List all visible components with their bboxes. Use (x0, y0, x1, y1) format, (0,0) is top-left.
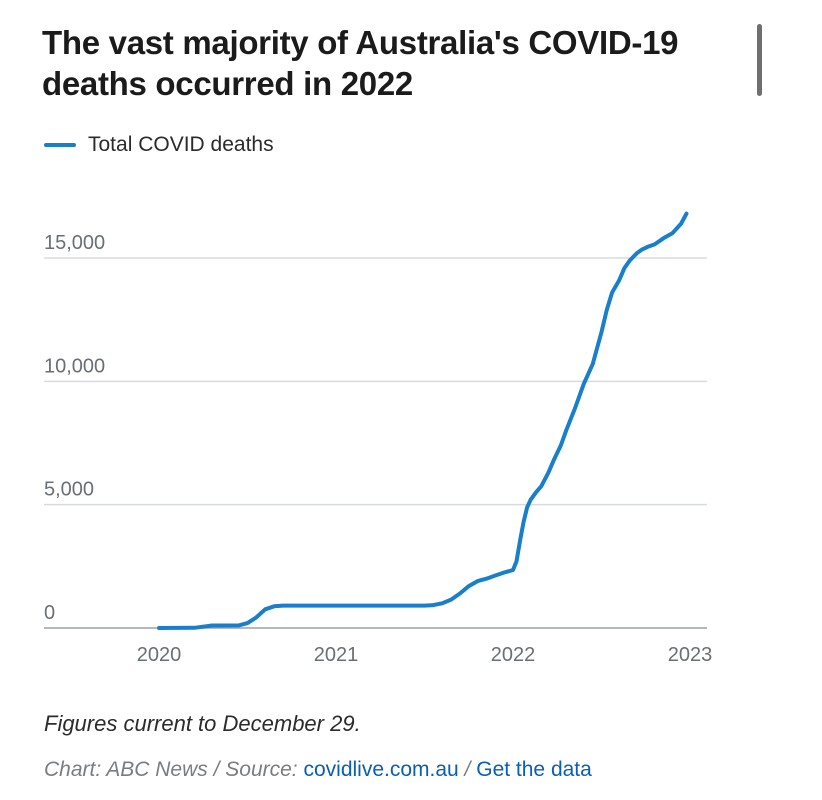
y-gridlines (44, 257, 707, 506)
source-link[interactable]: covidlive.com.au (303, 758, 459, 781)
x-tick-label: 2022 (491, 644, 536, 666)
chart-title: The vast majority of Australia's COVID-1… (42, 24, 679, 102)
legend-label: Total COVID deaths (88, 133, 274, 156)
line-chart: 0 5,000 10,000 15,000 2020 2021 2022 2023 (44, 211, 713, 666)
y-tick-label: 5,000 (44, 479, 94, 501)
legend-swatch (44, 143, 76, 147)
credit-line: Chart: ABC News / Source: covidlive.com.… (44, 758, 592, 782)
credit-separator: / (458, 758, 477, 781)
y-tick-label: 0 (44, 602, 55, 624)
figures-note: Figures current to December 29. (44, 711, 361, 736)
x-tick-labels: 2020 2021 2022 2023 (137, 644, 713, 666)
scrollbar[interactable] (757, 24, 762, 96)
x-tick-label: 2020 (137, 644, 182, 666)
credit-prefix: Chart: ABC News / Source: (44, 758, 304, 781)
y-tick-labels: 0 5,000 10,000 15,000 (44, 232, 105, 624)
get-the-data-link[interactable]: Get the data (476, 758, 592, 781)
series-line-total-covid-deaths (157, 211, 689, 630)
x-tick-label: 2021 (314, 644, 359, 666)
legend: Total COVID deaths (44, 131, 274, 159)
y-tick-label: 10,000 (44, 355, 105, 377)
y-tick-label: 15,000 (44, 232, 105, 254)
x-tick-label: 2023 (668, 644, 713, 666)
